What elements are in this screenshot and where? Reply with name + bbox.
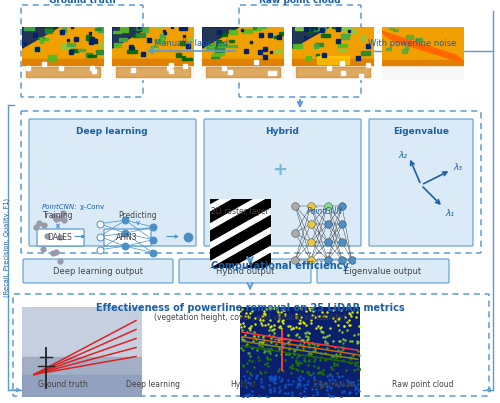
Text: Raw point cloud: Raw point cloud <box>392 380 454 389</box>
Text: DALES: DALES <box>48 233 72 243</box>
FancyBboxPatch shape <box>23 259 173 283</box>
Text: Hybrid: Hybrid <box>265 127 299 136</box>
Text: Raw point cloud: Raw point cloud <box>259 0 341 5</box>
Text: Ground truth: Ground truth <box>48 0 116 5</box>
Text: Hybrid: Hybrid <box>230 380 256 389</box>
Text: λ₃: λ₃ <box>453 164 462 172</box>
FancyBboxPatch shape <box>37 229 84 246</box>
Text: χ–Conv: χ–Conv <box>80 204 105 210</box>
FancyBboxPatch shape <box>204 119 361 246</box>
Text: PointCNN: PointCNN <box>307 206 343 216</box>
Text: Computational efficiency: Computational efficiency <box>211 261 349 271</box>
Text: Ground truth: Ground truth <box>38 380 88 389</box>
Text: With powerline noise: With powerline noise <box>368 39 456 48</box>
FancyBboxPatch shape <box>369 119 473 246</box>
Text: PointCNN:: PointCNN: <box>42 204 78 210</box>
Text: λ₁: λ₁ <box>445 209 454 218</box>
Text: Eigenvalue: Eigenvalue <box>393 127 449 136</box>
Text: +: + <box>272 161 287 179</box>
FancyBboxPatch shape <box>29 119 196 246</box>
FancyBboxPatch shape <box>179 259 311 283</box>
Text: Effectiveness of powerline removal on 25 LiDAR metrics: Effectiveness of powerline removal on 25… <box>96 303 405 313</box>
Text: Eigenvalue: Eigenvalue <box>312 380 354 389</box>
FancyBboxPatch shape <box>317 259 449 283</box>
Text: AHN3: AHN3 <box>116 233 138 243</box>
Text: Eigenvalue output: Eigenvalue output <box>344 266 422 276</box>
Text: Deep learning: Deep learning <box>126 380 180 389</box>
Text: Predicting: Predicting <box>118 212 158 220</box>
Text: Manually labelled: Manually labelled <box>154 39 228 48</box>
Text: Training: Training <box>42 212 74 220</box>
Text: Deep learning: Deep learning <box>76 127 148 136</box>
FancyBboxPatch shape <box>104 229 151 246</box>
Text: Hybrid output: Hybrid output <box>216 266 274 276</box>
Text: (vegetation height, cover, and vertical variability): (vegetation height, cover, and vertical … <box>154 313 346 322</box>
Text: Performance evaluation
(Recall, Precision, Quality, F1): Performance evaluation (Recall, Precisio… <box>0 197 10 297</box>
Text: 2D raster layer: 2D raster layer <box>211 206 269 216</box>
Text: Deep learning output: Deep learning output <box>53 266 143 276</box>
Text: λ₂: λ₂ <box>398 150 407 160</box>
